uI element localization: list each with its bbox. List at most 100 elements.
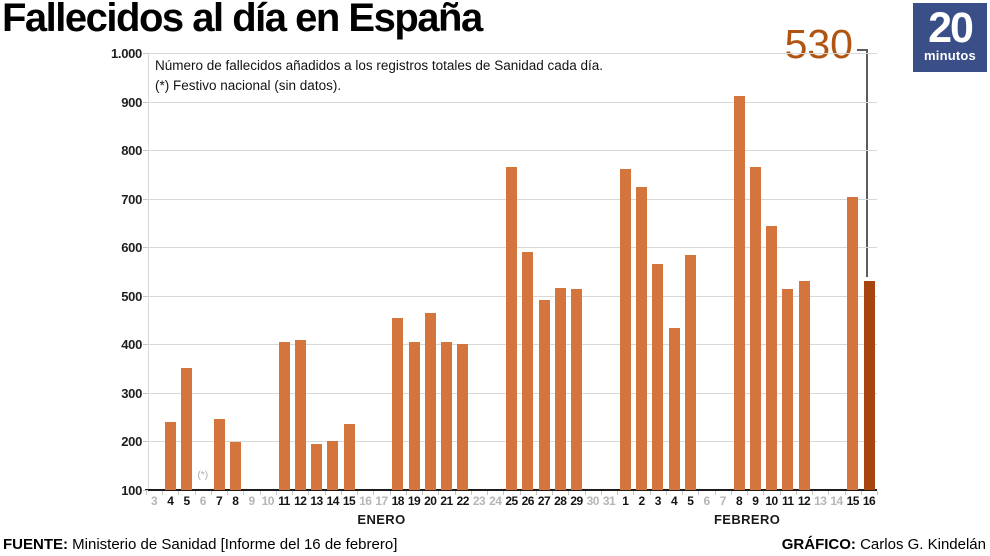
x-tick xyxy=(243,491,245,495)
logo-number: 20 xyxy=(928,4,974,52)
x-tick xyxy=(405,491,407,495)
x-tick xyxy=(227,491,229,495)
x-tick xyxy=(470,491,472,495)
bar-enero-12 xyxy=(294,339,306,490)
x-label-enero-23: 23 xyxy=(472,494,486,508)
x-label-enero-25: 25 xyxy=(505,494,518,508)
bar-enero-22 xyxy=(457,344,469,490)
x-tick xyxy=(633,491,635,495)
x-label-enero-12: 12 xyxy=(294,494,307,508)
x-tick xyxy=(795,491,797,495)
x-label-febrero-2: 2 xyxy=(638,494,645,508)
x-tick xyxy=(860,491,862,495)
x-tick xyxy=(340,491,342,495)
x-tick xyxy=(259,491,261,495)
y-tick-100 xyxy=(143,490,148,491)
author-text: Carlos G. Kindelán xyxy=(860,536,986,553)
20minutos-logo: 20 minutos xyxy=(913,3,987,72)
x-tick xyxy=(357,491,359,495)
y-tick-500 xyxy=(143,295,148,297)
x-tick xyxy=(308,491,310,495)
x-tick xyxy=(584,491,586,495)
callout-value: 530 xyxy=(784,21,853,67)
x-tick xyxy=(682,491,684,495)
x-label-febrero-3: 3 xyxy=(654,494,662,508)
x-label-enero-27: 27 xyxy=(537,494,551,508)
y-tick-label-400: 400 xyxy=(121,337,142,353)
source-text: Ministerio de Sanidad [Informe del 16 de… xyxy=(72,536,398,553)
x-axis-baseline xyxy=(145,489,877,491)
x-label-febrero-8: 8 xyxy=(735,494,743,508)
x-tick xyxy=(178,491,180,495)
x-label-febrero-4: 4 xyxy=(670,494,678,508)
bar-enero-15 xyxy=(343,424,355,490)
y-tick-900 xyxy=(143,101,148,103)
x-tick xyxy=(519,491,521,495)
x-tick xyxy=(812,491,814,495)
x-label-febrero-14: 14 xyxy=(830,494,843,508)
bar-febrero-8 xyxy=(733,96,745,490)
x-label-febrero-15: 15 xyxy=(846,494,860,508)
x-label-febrero-12: 12 xyxy=(797,494,811,508)
subtitle-line-2: (*) Festivo nacional (sin datos). xyxy=(155,78,342,93)
bar-enero-18 xyxy=(392,317,404,490)
x-label-enero-30: 30 xyxy=(586,494,600,508)
y-tick-label-500: 500 xyxy=(121,288,142,304)
x-label-enero-16: 16 xyxy=(359,494,372,508)
bar-enero-7 xyxy=(213,419,225,490)
bar-febrero-11 xyxy=(782,289,794,490)
x-label-enero-29: 29 xyxy=(570,494,583,508)
chart-subtitle: Número de fallecidos añadidos a los regi… xyxy=(155,56,603,96)
bar-febrero-16 xyxy=(863,281,875,490)
x-label-enero-4: 4 xyxy=(167,494,174,508)
x-label-enero-5: 5 xyxy=(183,494,190,508)
gridline-800 xyxy=(148,150,877,152)
bar-enero-21 xyxy=(441,342,452,490)
x-tick xyxy=(698,491,700,495)
x-tick xyxy=(438,491,440,495)
x-tick xyxy=(730,491,732,495)
bar-febrero-4 xyxy=(668,327,680,490)
x-tick xyxy=(292,491,294,495)
author-label: GRÁFICO: xyxy=(781,536,856,553)
bar-enero-5 xyxy=(181,367,192,490)
x-tick xyxy=(503,491,505,495)
y-tick-400 xyxy=(143,344,148,346)
x-label-enero-22: 22 xyxy=(456,494,470,508)
x-tick xyxy=(389,491,391,495)
y-tick-600 xyxy=(143,247,148,249)
gridline-1000 xyxy=(148,53,877,54)
x-tick xyxy=(145,491,147,495)
x-label-enero-8: 8 xyxy=(232,494,239,508)
month-label-enero: ENERO xyxy=(357,512,406,527)
x-label-enero-20: 20 xyxy=(424,494,437,508)
x-tick xyxy=(422,491,424,495)
x-label-enero-24: 24 xyxy=(489,494,502,508)
x-label-febrero-16: 16 xyxy=(862,494,876,508)
x-label-enero-26: 26 xyxy=(521,494,535,508)
x-tick xyxy=(844,491,846,495)
x-tick xyxy=(373,491,375,495)
source-credit: FUENTE: Ministerio de Sanidad [Informe d… xyxy=(3,536,397,553)
bar-febrero-12 xyxy=(798,281,810,490)
x-tick xyxy=(747,491,749,495)
x-tick xyxy=(487,491,489,495)
x-tick xyxy=(779,491,781,495)
x-label-enero-15: 15 xyxy=(342,494,356,508)
festivo-marker-enero-6: (*) xyxy=(197,470,209,481)
x-label-enero-10: 10 xyxy=(261,494,275,508)
y-tick-label-300: 300 xyxy=(121,385,142,401)
bar-enero-8 xyxy=(229,441,241,490)
x-label-febrero-6: 6 xyxy=(703,494,710,508)
x-label-enero-19: 19 xyxy=(407,494,421,508)
y-tick-label-1000: 1.000 xyxy=(110,46,142,61)
bar-enero-25 xyxy=(506,166,517,490)
y-tick-label-200: 200 xyxy=(121,434,142,450)
x-label-febrero-1: 1 xyxy=(622,494,629,508)
x-tick xyxy=(877,491,879,495)
y-tick-1000 xyxy=(143,53,148,54)
x-label-febrero-5: 5 xyxy=(687,494,694,508)
x-tick xyxy=(617,491,619,495)
x-tick xyxy=(210,491,212,495)
